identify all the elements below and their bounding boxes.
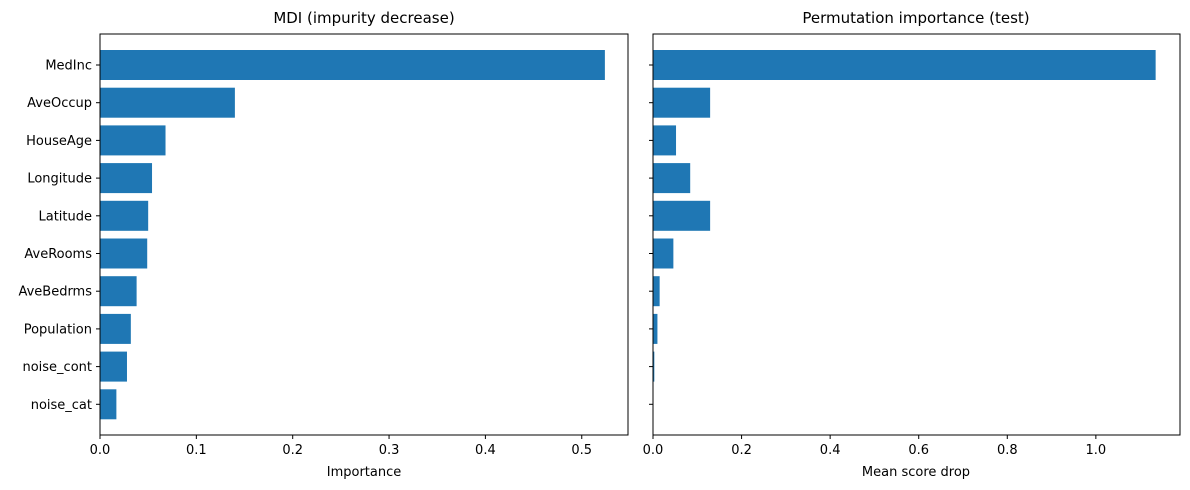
permutation-bar-AveBedrms: [653, 276, 660, 307]
mdi-plot-frame: [99, 33, 629, 436]
permutation-plot-frame: [652, 33, 1181, 436]
permutation-x-tick-label: 0.8: [997, 443, 1018, 458]
mdi-x-tick-label: 0.4: [475, 443, 496, 458]
mdi-x-axis-label: Importance: [327, 465, 402, 480]
permutation-bar-Population: [653, 313, 658, 344]
mdi-panel-title: MDI (impurity decrease): [273, 9, 454, 27]
permutation-x-tick-label: 1.0: [1086, 443, 1107, 458]
permutation-bars: [653, 50, 1156, 382]
mdi-bar-Population: [100, 313, 131, 344]
permutation-x-tick-label: 0.4: [820, 443, 841, 458]
mdi-bar-noise_cat: [100, 389, 117, 420]
mdi-x-tick-label: 0.5: [571, 443, 592, 458]
mdi-bar-AveBedrms: [100, 276, 137, 307]
permutation-panel: Permutation importance (test) 0.0 0.2 0.4 0…: [643, 9, 1181, 480]
mdi-y-ticks: MedInc AveOccup HouseAge Longitude Latitude A…: [18, 59, 100, 413]
mdi-y-tick-label: HouseAge: [26, 134, 92, 149]
permutation-bar-AveRooms: [653, 238, 674, 269]
mdi-x-tick-label: 0.2: [282, 443, 303, 458]
mdi-y-tick-label: AveOccup: [27, 96, 92, 111]
mdi-panel: MDI (impurity decrease) MedInc AveOccup Ho…: [18, 9, 629, 480]
mdi-x-tick-label: 0.0: [90, 443, 111, 458]
permutation-x-tick-label: 0.2: [731, 443, 752, 458]
mdi-y-tick-label: AveBedrms: [18, 285, 92, 300]
permutation-y-ticks: [649, 64, 653, 405]
permutation-panel-title: Permutation importance (test): [802, 9, 1029, 27]
mdi-x-tick-label: 0.3: [379, 443, 400, 458]
mdi-bar-AveRooms: [100, 238, 148, 269]
mdi-bar-Longitude: [100, 163, 153, 194]
permutation-x-tick-label: 0.6: [908, 443, 929, 458]
mdi-x-tick-label: 0.1: [186, 443, 207, 458]
mdi-y-tick-label: Longitude: [27, 172, 92, 187]
permutation-bar-noise_cont: [653, 351, 655, 382]
mdi-bar-AveOccup: [100, 87, 235, 118]
mdi-y-tick-label: noise_cat: [31, 398, 92, 413]
mdi-bars: [100, 50, 605, 420]
mdi-y-tick-label: MedInc: [45, 59, 92, 74]
permutation-x-tick-label: 0.0: [643, 443, 664, 458]
permutation-bar-Longitude: [653, 163, 691, 194]
mdi-y-tick-label: AveRooms: [24, 247, 92, 262]
mdi-y-tick-label: Latitude: [38, 209, 92, 224]
mdi-bar-noise_cont: [100, 351, 127, 382]
mdi-y-tick-label: Population: [24, 322, 92, 337]
permutation-x-axis-label: Mean score drop: [862, 465, 970, 480]
mdi-bar-Latitude: [100, 200, 149, 231]
mdi-y-tick-label: noise_cont: [22, 360, 92, 375]
permutation-x-ticks: 0.0 0.2 0.4 0.6 0.8 1.0: [643, 435, 1107, 458]
mdi-bar-HouseAge: [100, 125, 166, 156]
permutation-bar-AveOccup: [653, 87, 711, 118]
mdi-x-ticks: 0.0 0.1 0.2 0.3 0.4 0.5: [90, 435, 592, 458]
mdi-bar-MedInc: [100, 50, 605, 80]
permutation-bar-MedInc: [653, 50, 1156, 80]
permutation-bar-HouseAge: [653, 125, 677, 156]
permutation-bar-Latitude: [653, 200, 711, 231]
